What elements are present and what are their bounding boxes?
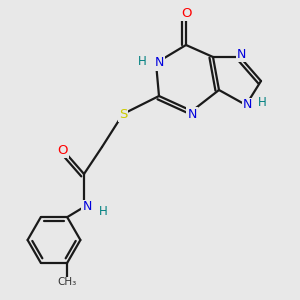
Text: CH₃: CH₃	[58, 278, 77, 287]
Text: N: N	[187, 107, 197, 121]
Text: O: O	[58, 143, 68, 157]
Text: O: O	[181, 7, 191, 20]
Text: H: H	[99, 205, 108, 218]
Text: N: N	[154, 56, 164, 70]
Text: H: H	[258, 95, 267, 109]
Text: S: S	[119, 107, 127, 121]
Text: N: N	[243, 98, 252, 112]
Text: N: N	[82, 200, 92, 214]
Text: H: H	[138, 55, 147, 68]
Text: N: N	[237, 47, 246, 61]
